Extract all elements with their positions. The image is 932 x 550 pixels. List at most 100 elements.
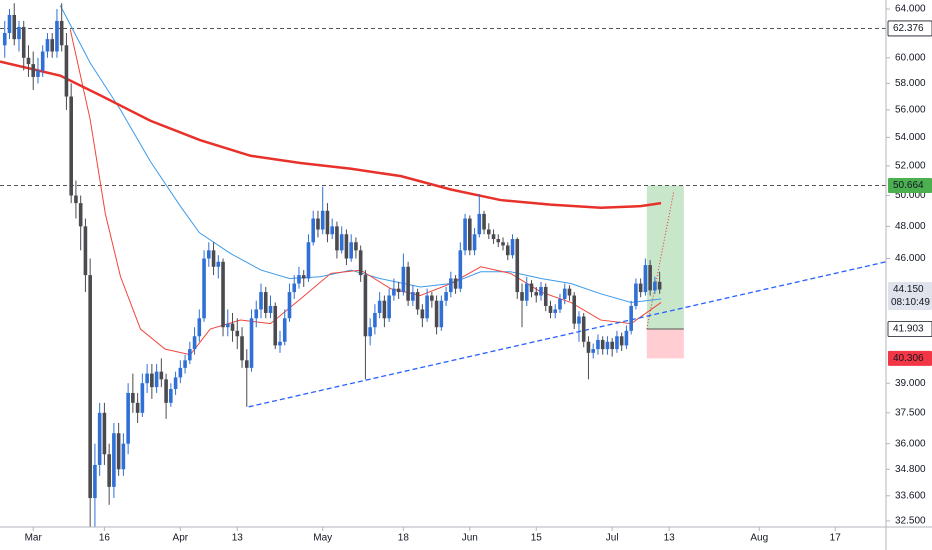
- x-tick-label: 13: [664, 533, 676, 544]
- candle-body: [482, 213, 486, 230]
- x-tick-label: Aug: [750, 533, 768, 544]
- candle-body: [586, 341, 591, 353]
- candle-body: [292, 283, 297, 293]
- candle-body: [145, 373, 149, 384]
- candle-body: [425, 295, 429, 319]
- candle-body: [278, 341, 282, 346]
- candle-body: [7, 14, 12, 34]
- candle-body: [520, 292, 524, 301]
- candle-body: [510, 239, 515, 256]
- price-tag: [888, 282, 932, 311]
- candle-body: [491, 234, 496, 240]
- candle-body: [629, 305, 633, 331]
- candle-body: [368, 327, 372, 337]
- candle-body: [21, 26, 26, 58]
- candle-body: [126, 392, 130, 444]
- candle-body: [653, 281, 657, 291]
- candle-body: [591, 349, 595, 353]
- candle-body: [107, 454, 111, 487]
- candle-body: [605, 341, 610, 350]
- x-tick-label: 18: [398, 533, 410, 544]
- candle-body: [254, 309, 259, 319]
- candle-body: [472, 234, 477, 251]
- candle-body: [468, 218, 472, 251]
- candle-body: [259, 292, 263, 310]
- candle-body: [430, 295, 434, 301]
- price-tag-label: 40.306: [893, 353, 924, 364]
- x-tick-label: 15: [531, 533, 543, 544]
- candle-body: [150, 373, 154, 388]
- candle-body: [192, 336, 197, 350]
- candle-body: [463, 218, 467, 251]
- price-tag: [888, 178, 932, 194]
- candle-body: [131, 392, 135, 403]
- candle-body: [325, 210, 330, 235]
- candle-body: [230, 323, 235, 331]
- candle-body: [2, 33, 7, 46]
- candle-body: [173, 377, 178, 390]
- candle-body: [610, 341, 614, 350]
- candle-body: [339, 234, 344, 251]
- candle-body: [240, 336, 244, 361]
- candle-body: [216, 261, 221, 267]
- candle-body: [600, 339, 605, 350]
- candle-body: [55, 20, 59, 52]
- candle-body: [135, 402, 140, 413]
- candle-body: [50, 39, 55, 52]
- plot-area: [0, 3, 886, 527]
- candle-body: [505, 245, 510, 256]
- candle-body: [26, 57, 31, 65]
- candle-body: [401, 266, 406, 293]
- price-tag-label: 41.903: [893, 324, 924, 335]
- candle-body: [572, 295, 577, 324]
- candle-body: [159, 371, 164, 380]
- candle-body: [93, 464, 97, 499]
- candle-body: [553, 309, 558, 313]
- projection-line: [646, 190, 675, 330]
- candle-body: [420, 309, 425, 319]
- y-tick-label: 52.000: [895, 161, 926, 172]
- candle-body: [453, 278, 458, 289]
- candle-body: [263, 292, 268, 313]
- candle-body: [335, 226, 339, 251]
- countdown-label: 08:10:49: [891, 297, 930, 308]
- moving-average: [59, 5, 662, 303]
- candle-body: [624, 330, 629, 346]
- candle-body: [529, 283, 534, 293]
- candle-body: [501, 242, 505, 246]
- price-tag-label: 62.376: [893, 23, 924, 34]
- y-tick-label: 33.600: [895, 490, 926, 501]
- candle-body: [643, 265, 648, 293]
- candle-body: [282, 318, 287, 342]
- candle-body: [211, 250, 216, 267]
- x-tick-label: 16: [99, 533, 111, 544]
- candle-body: [382, 300, 387, 319]
- price-tag: [887, 20, 932, 37]
- candle-body: [178, 367, 183, 378]
- candle-body: [548, 305, 553, 313]
- candle-body: [543, 286, 548, 306]
- candle-body: [154, 371, 159, 388]
- candle-body: [301, 275, 306, 279]
- moving-average: [0, 60, 662, 209]
- x-tick-label: Apr: [173, 533, 189, 544]
- y-tick-label: 60.000: [895, 52, 926, 63]
- candle-body: [249, 318, 254, 368]
- y-tick-label: 37.500: [895, 407, 926, 418]
- candle-body: [648, 265, 652, 291]
- candle-body: [183, 360, 187, 368]
- candle-body: [449, 278, 453, 293]
- x-tick-label: 17: [830, 533, 842, 544]
- candle-body: [287, 292, 292, 319]
- candle-body: [45, 39, 50, 52]
- candle-body: [415, 292, 420, 310]
- candle-body: [411, 292, 415, 301]
- candle-body: [496, 239, 501, 243]
- candle-body: [202, 258, 206, 319]
- candle-body: [615, 336, 619, 350]
- y-tick-label: 36.000: [895, 438, 926, 449]
- y-tick-label: 34.800: [895, 464, 926, 475]
- candle-body: [31, 64, 36, 77]
- candle-body: [439, 300, 444, 328]
- candle-body: [524, 283, 529, 301]
